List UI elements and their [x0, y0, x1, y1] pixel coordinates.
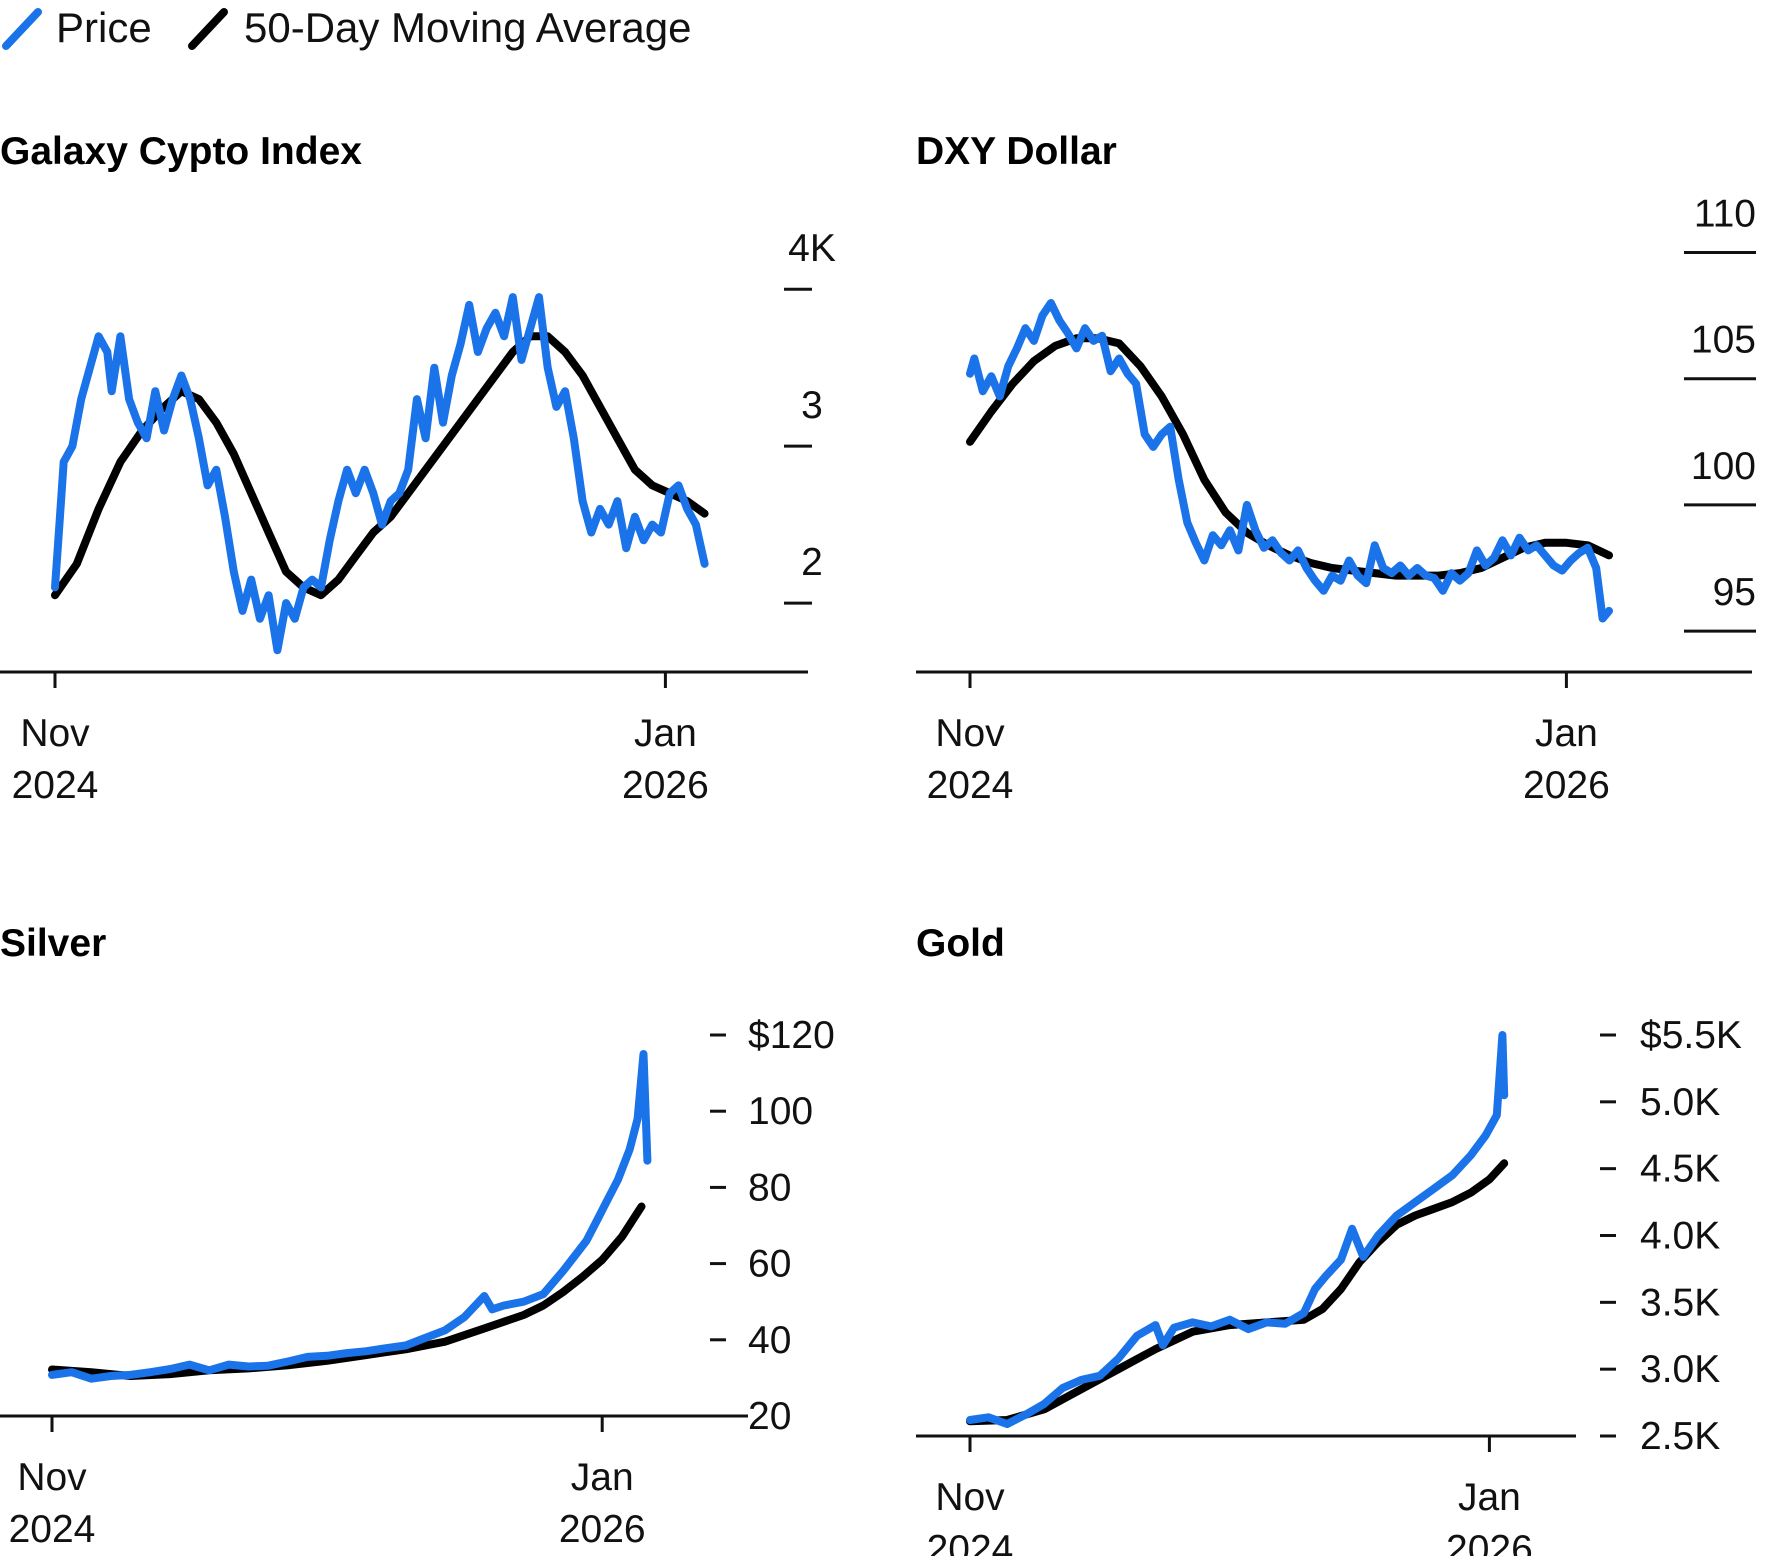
chart-title: DXY Dollar [916, 130, 1117, 173]
y-tick-label: $5.5K [1640, 1014, 1742, 1057]
x-tick-label-year: 2026 [1523, 764, 1610, 807]
y-tick-label: 110 [1694, 193, 1756, 236]
x-tick-label-year: 2024 [9, 1508, 96, 1551]
x-tick-label-year: 2026 [559, 1508, 646, 1551]
chart-title: Galaxy Cypto Index [0, 130, 362, 173]
y-tick-label: 40 [748, 1319, 791, 1362]
price-series-line [966, 1031, 1509, 1428]
panel-dxy-dollar: DXY Dollar 95 100 105 110 Nov 2024 Jan 2026 [916, 130, 1756, 807]
x-tick-label-month: Nov [20, 712, 90, 755]
x-tick-label-year: 2024 [12, 764, 99, 807]
y-tick-label: 2 [801, 541, 823, 584]
panel-gold: Gold 2.5K 3.0K 3.5K 4.0K 4.5K 5.0K $5.5K Nov 2024… [916, 922, 1742, 1556]
y-tick-label: $120 [748, 1014, 835, 1057]
x-tick-label-month: Nov [17, 1456, 87, 1499]
x-tick-label-year: 2026 [622, 764, 709, 807]
price-series-line [966, 299, 1613, 623]
moving-average-series-line [51, 332, 709, 600]
y-tick-label: 100 [748, 1090, 813, 1133]
y-tick-label: 3 [801, 384, 823, 427]
x-tick-label-year: 2026 [1446, 1528, 1533, 1556]
y-tick-label: 105 [1691, 319, 1756, 362]
legend-ma-label: 50-Day Moving Average [244, 4, 691, 51]
price-series-line [51, 293, 709, 655]
y-tick-label: 100 [1691, 445, 1756, 488]
y-tick-label: 2.5K [1640, 1415, 1720, 1458]
moving-average-series-line [966, 334, 1613, 580]
price-series-line [48, 1050, 652, 1383]
panel-galaxy-crypto-index: Galaxy Cypto Index 2 3 4K Nov 2024 Jan 2026 [0, 130, 836, 807]
legend-price-swatch [2, 8, 42, 50]
legend: Price 50-Day Moving Average [2, 4, 691, 51]
x-tick-label-year: 2024 [927, 764, 1014, 807]
x-tick-label-month: Nov [935, 1476, 1005, 1519]
x-tick-label-month: Jan [1535, 712, 1598, 755]
y-tick-label: 95 [1713, 571, 1756, 614]
y-tick-label: 4.0K [1640, 1215, 1720, 1258]
x-tick-label-month: Jan [634, 712, 697, 755]
y-tick-label: 20 [748, 1395, 791, 1438]
x-tick-label-year: 2024 [927, 1528, 1014, 1556]
x-tick-label-month: Jan [571, 1456, 634, 1499]
y-tick-label: 60 [748, 1243, 791, 1286]
x-tick-label-month: Nov [935, 712, 1005, 755]
chart-title: Silver [0, 922, 106, 965]
legend-ma-swatch [188, 8, 228, 50]
y-tick-label: 5.0K [1640, 1081, 1720, 1124]
moving-average-series-line [966, 1159, 1509, 1426]
x-tick-label-month: Jan [1458, 1476, 1521, 1519]
chart-title: Gold [916, 922, 1005, 965]
legend-price-label: Price [56, 4, 152, 51]
y-tick-label: 4K [788, 227, 836, 270]
y-tick-label: 80 [748, 1166, 791, 1209]
y-tick-label: 3.5K [1640, 1281, 1720, 1324]
y-tick-label: 4.5K [1640, 1148, 1720, 1191]
y-tick-label: 3.0K [1640, 1348, 1720, 1391]
panel-silver: Silver 20 40 60 80 100 $120 Nov 2024 Jan 2026 [0, 922, 835, 1551]
